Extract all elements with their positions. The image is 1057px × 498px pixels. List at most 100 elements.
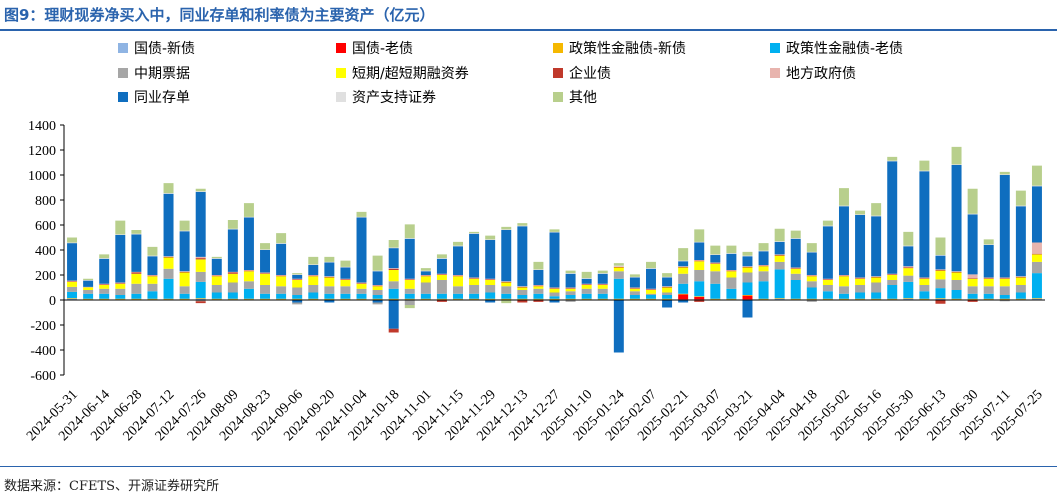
legend-swatch [770, 43, 780, 53]
bar-segment [131, 293, 142, 299]
bar-segment [565, 270, 576, 274]
bar-segment [195, 300, 206, 302]
bar-segment [790, 238, 801, 268]
bar-segment [774, 254, 785, 255]
bar-segment [967, 286, 978, 294]
bar-segment [115, 298, 126, 300]
bar-segment [179, 298, 190, 300]
bar-segment [1031, 253, 1042, 255]
bar-segment [887, 273, 898, 275]
bar-segment [967, 293, 978, 299]
bar-segment [501, 281, 512, 282]
bar-segment [919, 170, 930, 172]
bar-segment [646, 261, 656, 269]
bar-segment [871, 203, 882, 216]
bar-segment [324, 298, 335, 300]
bar-segment [340, 278, 351, 280]
bar-segment [806, 275, 817, 277]
bar-segment [710, 271, 721, 284]
bar-segment [822, 220, 833, 226]
bar-segment [951, 290, 962, 299]
bar-segment [983, 244, 994, 245]
bar-segment [581, 278, 592, 279]
bar-segment [871, 298, 882, 300]
bar-segment [613, 267, 624, 272]
bar-segment [790, 273, 801, 280]
bar-segment [565, 288, 576, 292]
bar-segment [871, 215, 882, 217]
bar-stack [581, 271, 592, 300]
bar-segment [243, 270, 254, 271]
bar-segment [420, 275, 431, 277]
bar-stack [694, 229, 705, 302]
legend-label: 同业存单 [134, 90, 190, 106]
bar-segment [227, 282, 238, 293]
bar-segment [388, 268, 399, 270]
bar-segment [806, 281, 817, 288]
bar-segment [404, 288, 415, 294]
bar-segment [662, 276, 673, 278]
bar-segment [726, 271, 737, 278]
bar-segment [822, 298, 833, 300]
bar-segment [646, 295, 656, 299]
bar-segment [710, 245, 721, 255]
bar-segment [549, 287, 560, 289]
bar-segment [629, 277, 640, 288]
bar-segment [227, 228, 238, 230]
bar-segment [99, 298, 110, 300]
bar-stack [806, 243, 817, 302]
bar-stack [822, 220, 833, 300]
bar-segment [629, 288, 640, 292]
bar-segment [742, 267, 753, 273]
bar-segment [533, 293, 544, 299]
bar-segment [967, 214, 978, 275]
bar-segment [195, 271, 206, 282]
bar-segment [324, 276, 335, 278]
bar-segment [115, 288, 126, 295]
bar-segment [565, 288, 576, 289]
bar-segment [1031, 165, 1042, 186]
bar-segment [195, 301, 206, 304]
bar-segment [501, 229, 512, 230]
bar-stack [1015, 190, 1026, 300]
bar-segment [420, 282, 431, 294]
bar-segment [694, 281, 705, 297]
bar-segment [469, 285, 480, 294]
bar-segment [517, 223, 528, 226]
bar-segment [276, 275, 287, 276]
bar-segment [372, 270, 383, 272]
bar-segment [790, 268, 801, 274]
bar-segment [115, 283, 126, 289]
bar-segment [485, 292, 496, 299]
bar-segment [469, 233, 480, 278]
bar-segment [903, 231, 914, 246]
bar-segment [404, 305, 415, 309]
bar-segment [694, 242, 705, 260]
y-tick-label: 1200 [28, 144, 56, 159]
bar-segment [758, 271, 769, 282]
bar-segment [790, 230, 801, 239]
bar-segment [597, 270, 608, 274]
bar-segment [485, 280, 496, 285]
bar-segment [243, 281, 254, 289]
bar-segment [999, 298, 1010, 300]
bar-segment [790, 280, 801, 299]
y-tick-label: 1000 [28, 169, 56, 184]
bar-segment [613, 271, 624, 279]
bar-stack [388, 240, 399, 333]
bar-segment [983, 278, 994, 287]
bar-segment [292, 278, 303, 280]
bar-segment [469, 233, 480, 234]
bar-stack [243, 203, 254, 300]
bar-segment [356, 298, 367, 300]
bar-segment [935, 269, 946, 270]
bar-segment [822, 291, 833, 299]
bar-segment [967, 278, 978, 287]
bar-segment [549, 288, 560, 293]
bar-segment [613, 265, 624, 267]
bar-segment [147, 283, 158, 292]
bar-segment [903, 298, 914, 299]
bar-segment [517, 286, 528, 287]
bar-segment [935, 279, 946, 289]
bar-segment [919, 285, 930, 292]
